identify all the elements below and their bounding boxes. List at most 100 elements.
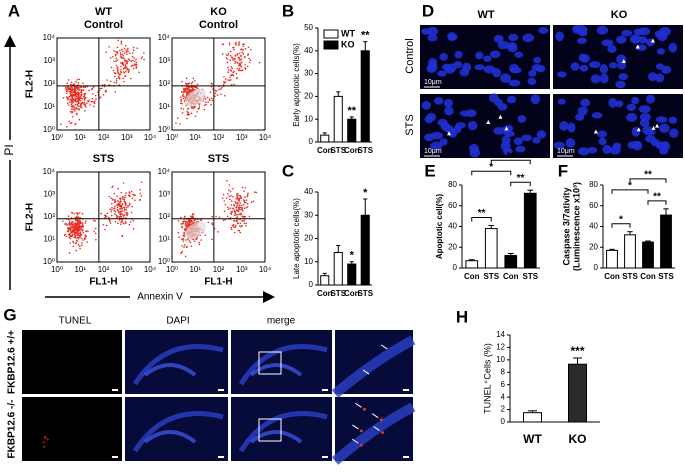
cytometry-event [74,110,76,112]
nucleus [483,55,492,62]
cytometry-event [181,226,183,229]
cytometry-event [81,222,84,224]
cytometry-event [112,198,114,201]
cytometry-event [116,216,118,219]
tick-label: 10² [213,133,225,142]
significance: ** [347,105,356,117]
cytometry-event [125,211,128,214]
cytometry-event [116,206,119,209]
plot-title: WT [95,6,112,18]
nucleus [483,65,496,74]
tick-label: 10⁴ [144,265,157,274]
tick-label: 10³ [158,56,170,65]
arrow [371,413,379,419]
cytometry-event [188,223,190,226]
cytometry-event [121,202,124,205]
cytometry-event [238,52,241,55]
cytometry-event [235,209,238,211]
label-bg [130,290,190,304]
nucleus [590,74,601,84]
y-tick-label: 40 [304,187,313,196]
cytometry-event [215,215,217,218]
cytometry-event [241,204,243,207]
bar [624,234,636,269]
x-tick-label: Con [317,289,333,298]
cytometry-event [191,81,194,83]
nucleus [465,109,477,118]
nucleus [626,103,636,111]
cytometry-event [116,46,119,49]
cytometry-event [114,53,117,56]
cytometry-event [180,100,183,103]
cytometry-event [192,216,195,219]
cytometry-event [182,234,184,237]
cytometry-event [88,99,90,101]
nucleus [508,79,521,87]
tick-label: 10¹ [189,265,201,274]
cytometry-event [113,75,116,78]
cytometry-event [74,94,77,96]
nucleus [447,33,458,41]
nucleus [579,53,591,64]
cytometry-event [79,99,81,102]
scale-label: 10μm [557,148,575,155]
axis-label: FL2-H [25,70,36,98]
nucleus [522,33,535,43]
cytometry-event [78,108,80,111]
cytometry-event [214,89,217,92]
nucleus [493,34,504,43]
cytometry-event [75,231,77,234]
cytometry-event [66,98,69,101]
cytometry-event [113,209,116,212]
cytometry-event [196,83,199,86]
cytometry-event [74,123,76,126]
nucleus [557,98,566,105]
cytometry-event [193,86,196,88]
cytometry-event [80,103,82,105]
cytometry-event [115,81,118,84]
cytometry-event [252,200,255,203]
nucleus [656,48,666,55]
arrowhead [446,131,451,136]
cytometry-event [69,229,72,232]
nucleus [500,141,511,151]
cytometry-event [109,220,111,223]
cytometry-event [128,191,131,193]
y-tick-label: 30 [304,69,313,78]
significance: *** [570,344,584,358]
cytometry-event [114,213,116,215]
dentate-gyrus [249,430,303,444]
cytometry-event [230,194,232,197]
cytometry-event [74,91,76,94]
cytometry-plot [56,37,151,131]
cytometry-event [216,90,218,92]
cytometry-event [71,88,74,91]
hippocampus [132,344,224,386]
cytometry-event [230,83,233,86]
cytometry-event [127,47,129,50]
cytometry-event [75,95,78,98]
cytometry-event [219,88,222,90]
cytometry-event [230,228,233,231]
nucleus [517,114,527,123]
cytometry-event [186,224,188,227]
cytometry-event [76,216,79,219]
cytometry-event [143,52,145,54]
arrowhead [650,38,655,43]
nucleus [668,116,678,124]
cytometry-event [229,216,232,219]
cytometry-event [230,74,232,76]
cytometry-event [78,89,81,92]
cytometry-event [75,98,77,100]
cytometry-event [206,96,209,99]
cytometry-event [74,100,77,102]
cytometry-event [119,198,122,201]
cytometry-event [236,216,239,218]
cytometry-event [69,101,71,104]
nucleus [508,33,519,42]
y-axis-label: Late apoptotic cells(%) [292,198,301,279]
y-tick-label: 10 [304,257,313,266]
cytometry-event [140,57,143,60]
tick-label: 10² [158,212,170,221]
cytometry-event [234,54,237,56]
